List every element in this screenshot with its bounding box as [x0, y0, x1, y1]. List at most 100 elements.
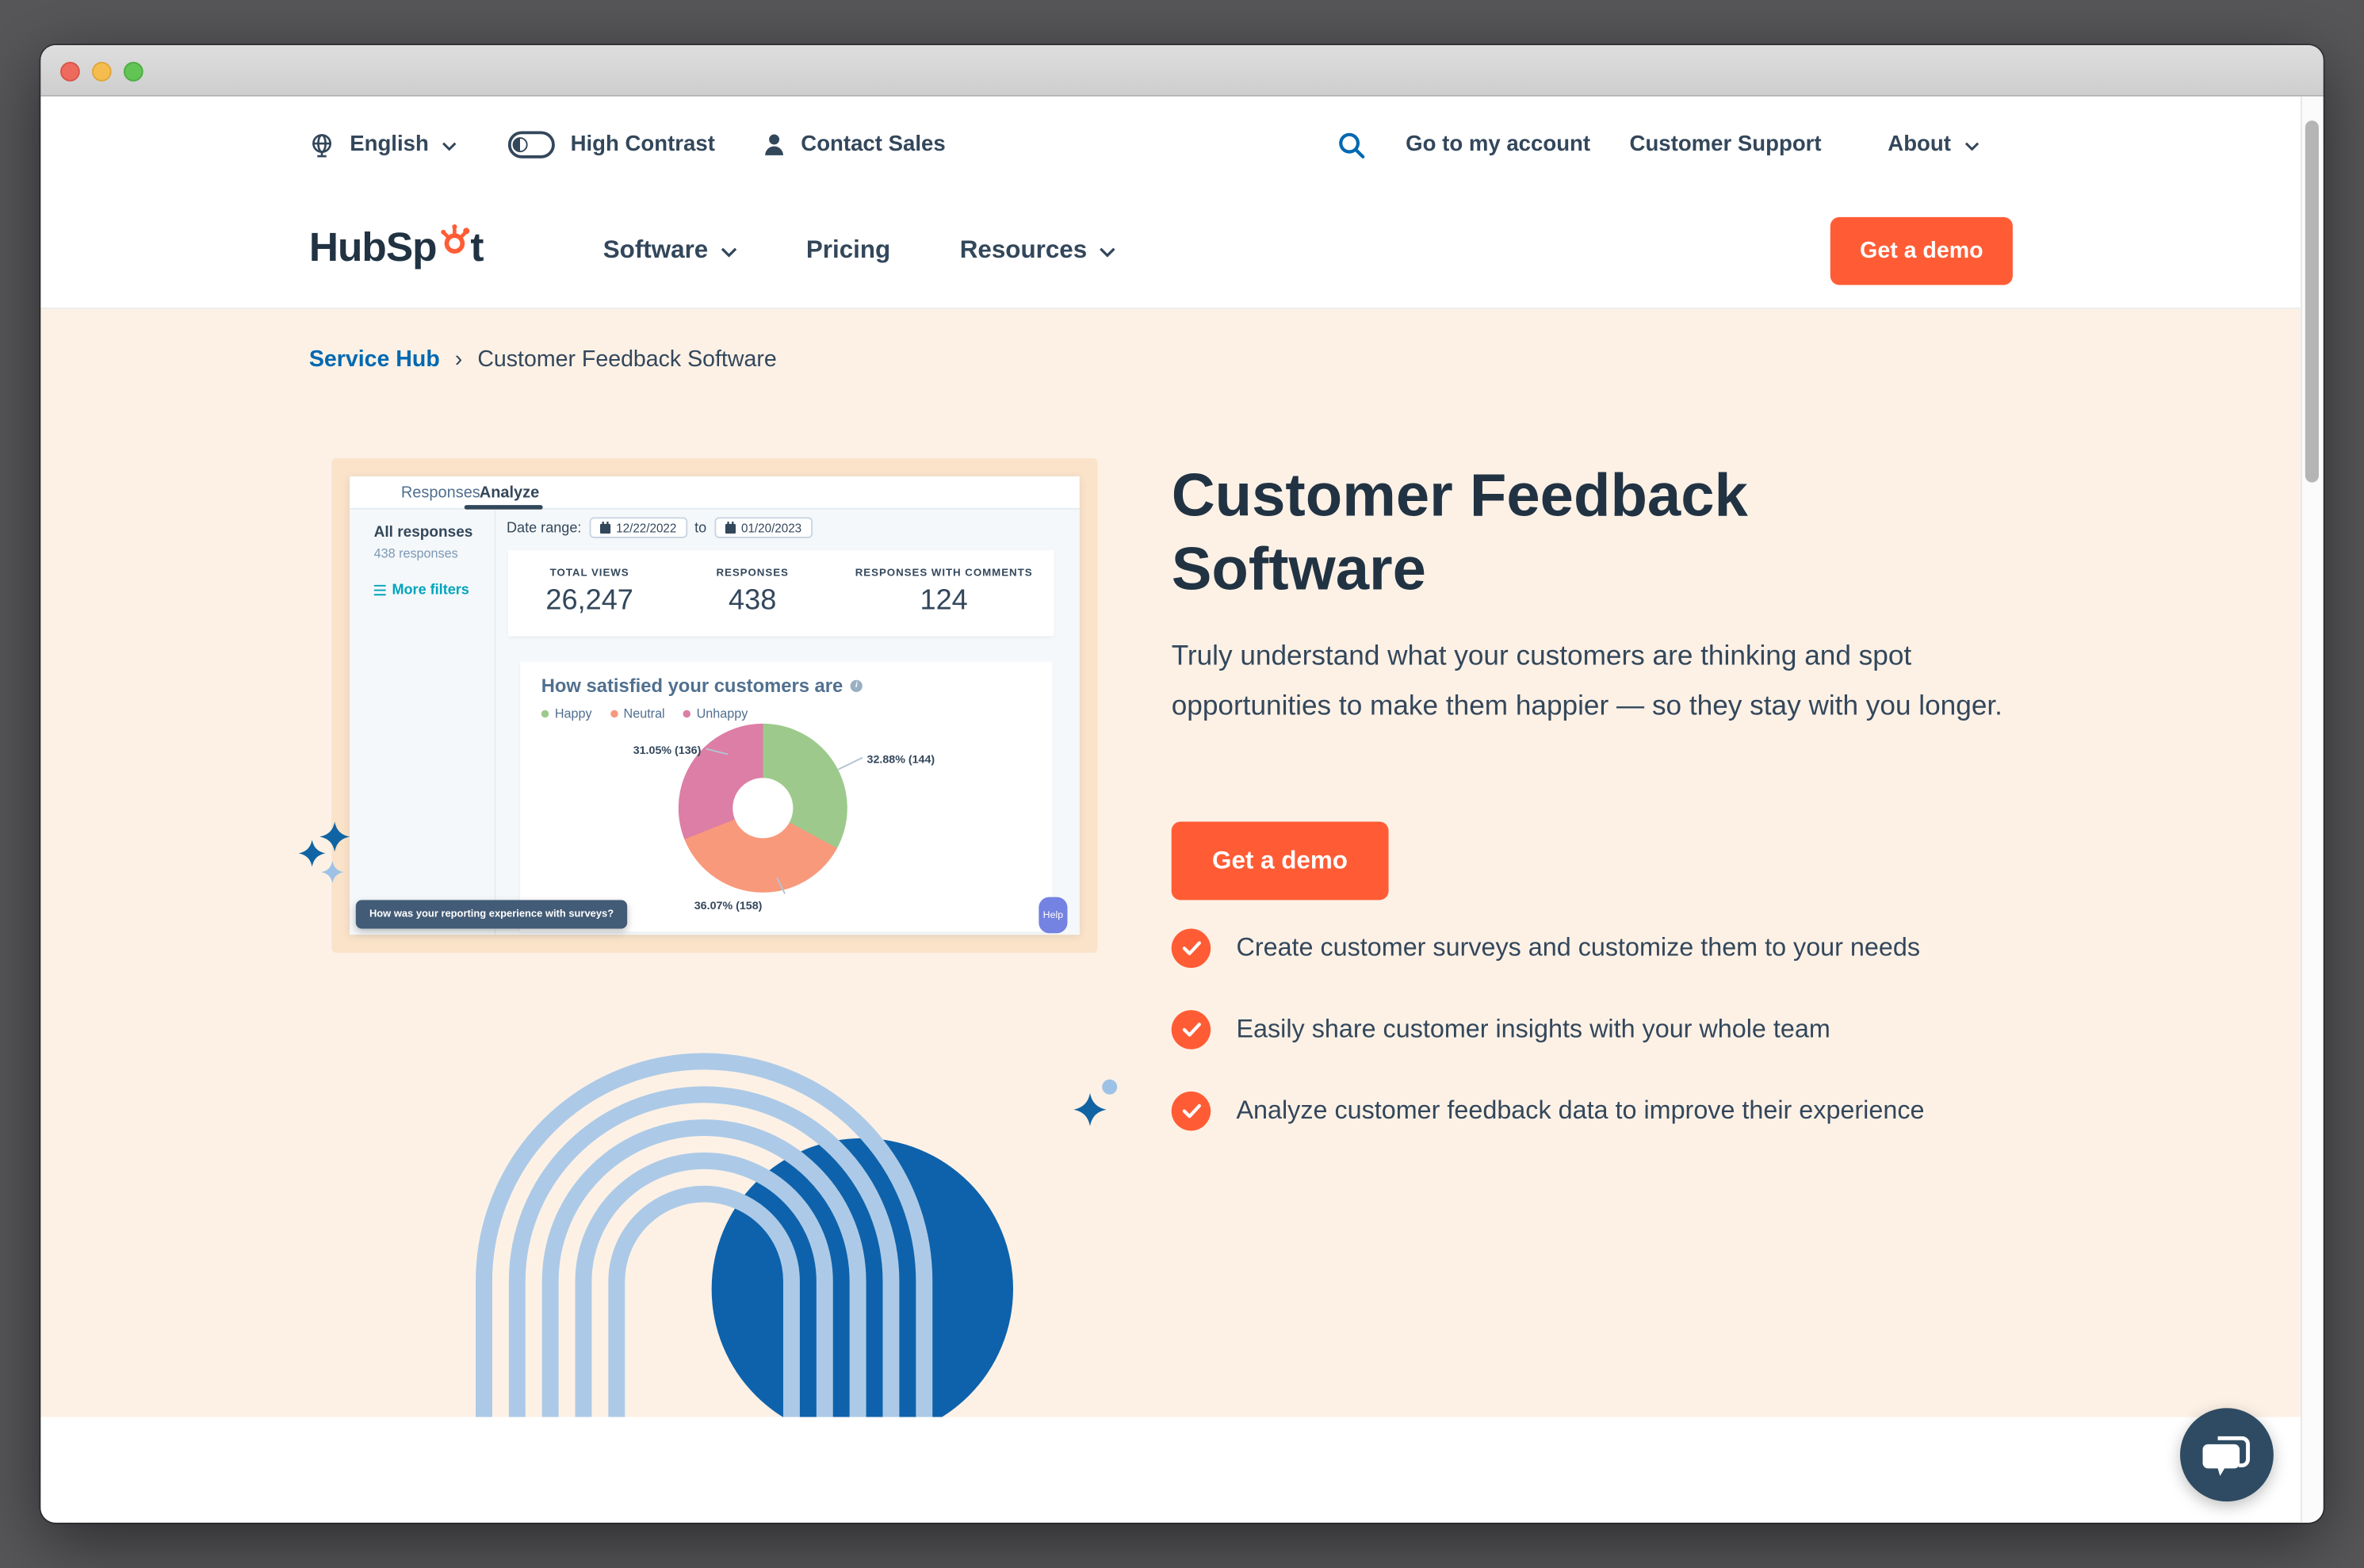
- nav-get-demo-button[interactable]: Get a demo: [1830, 216, 2013, 285]
- all-responses-label: All responses: [373, 524, 473, 541]
- about-label: About: [1888, 132, 1951, 157]
- account-link[interactable]: Go to my account: [1406, 132, 1590, 156]
- contact-sales-link[interactable]: Contact Sales: [801, 132, 945, 156]
- contact-sales-label: Contact Sales: [801, 132, 946, 157]
- nav-item-software[interactable]: Software: [603, 237, 737, 266]
- more-filters-label: More filters: [392, 582, 469, 599]
- nav-item-resources[interactable]: Resources: [960, 237, 1116, 266]
- hero-get-demo-button[interactable]: Get a demo: [1171, 821, 1389, 901]
- mockup-tab-responses[interactable]: Responses: [400, 484, 480, 503]
- about-menu[interactable]: About: [1888, 132, 1980, 157]
- scrollbar-track[interactable]: [2301, 96, 2324, 1523]
- legend-label: Unhappy: [696, 706, 748, 721]
- check-icon: [1171, 1091, 1211, 1131]
- mockup-tab-bar: Responses Analyze: [350, 476, 1080, 510]
- utility-left-group: English High Contrast Contact Sales: [309, 97, 946, 193]
- date-to-label: to: [694, 519, 707, 537]
- check-icon: [1171, 928, 1211, 968]
- minimize-window-button[interactable]: [92, 61, 112, 81]
- info-icon[interactable]: i: [850, 679, 863, 692]
- legend-dot-neutral: [610, 709, 618, 717]
- breadcrumb: Service Hub › Customer Feedback Software: [309, 346, 777, 372]
- chat-bubbles-icon: [2202, 1436, 2251, 1476]
- stat-total-views: TOTAL VIEWS 26,247: [508, 568, 671, 618]
- feature-bullets: Create customer surveys and customize th…: [1171, 928, 1925, 1131]
- satisfaction-chart-card: How satisfied your customers are i Happy: [520, 661, 1053, 932]
- search-icon[interactable]: [1338, 131, 1367, 159]
- date-end-input[interactable]: 01/20/2023: [713, 517, 813, 538]
- high-contrast-toggle[interactable]: [508, 131, 556, 159]
- legend-item-neutral: Neutral: [610, 706, 665, 721]
- chart-title: How satisfied your customers are i: [541, 675, 863, 697]
- logo-text-left: HubSp: [308, 224, 438, 270]
- filter-icon: [373, 584, 386, 596]
- customer-support-link[interactable]: Customer Support: [1630, 132, 1822, 156]
- dot-decoration: [1102, 1079, 1118, 1095]
- chat-widget-button[interactable]: [2179, 1408, 2274, 1502]
- sparkle-icon: [321, 860, 344, 884]
- stats-card: TOTAL VIEWS 26,247 RESPONSES 438 RESPONS…: [507, 550, 1054, 637]
- more-filters-link[interactable]: More filters: [373, 582, 495, 599]
- breadcrumb-service-hub-link[interactable]: Service Hub: [308, 346, 440, 373]
- utility-right-group: Go to my account Customer Support About: [1338, 97, 1980, 193]
- mockup-body: All responses 438 responses More filters…: [350, 509, 1080, 935]
- chevron-down-icon: [1964, 132, 1980, 156]
- legend-item-happy: Happy: [541, 706, 592, 721]
- slice-label-happy: 32.88% (144): [866, 751, 935, 767]
- hubspot-logo[interactable]: HubSp: [309, 223, 484, 271]
- calendar-icon: [599, 522, 610, 534]
- toggle-knob-icon: [513, 137, 529, 153]
- sparkle-icon: [298, 839, 326, 867]
- customer-support-label: Customer Support: [1629, 132, 1822, 157]
- date-start-value: 12/22/2022: [616, 521, 677, 535]
- chart-legend: Happy Neutral Unhappy: [541, 706, 748, 721]
- mockup-app-card: Responses Analyze All responses 438 resp…: [350, 476, 1080, 935]
- main-navbar: HubSp: [40, 193, 2324, 309]
- language-label: English: [350, 132, 429, 157]
- stat-value: 124: [920, 584, 968, 617]
- close-window-button[interactable]: [60, 61, 80, 81]
- mockup-main: Date range: 12/22/2022 to 01/20/2023: [496, 510, 1080, 935]
- bullet-text: Analyze customer feedback data to improv…: [1236, 1096, 1925, 1125]
- slice-label-unhappy: 31.05% (136): [633, 743, 702, 757]
- utility-bar: English High Contrast Contact Sales: [40, 96, 2324, 193]
- leader-line: [837, 756, 863, 771]
- stat-value: 26,247: [545, 584, 633, 617]
- chevron-down-icon: [720, 237, 736, 266]
- nav-software-label: Software: [602, 236, 709, 264]
- nav-pricing-label: Pricing: [805, 236, 891, 264]
- stat-responses-with-comments: RESPONSES WITH COMMENTS 124: [834, 568, 1054, 618]
- list-item: Easily share customer insights with your…: [1171, 1010, 1925, 1050]
- window-titlebar: [40, 45, 2324, 97]
- language-selector[interactable]: English: [350, 132, 457, 157]
- stat-label: TOTAL VIEWS: [549, 568, 629, 579]
- survey-question-tooltip: How was your reporting experience with s…: [355, 900, 628, 929]
- hubspot-sprocket-icon: [438, 223, 469, 258]
- sparkle-icon: [319, 821, 350, 852]
- help-button[interactable]: Help: [1039, 897, 1068, 934]
- bullet-text: Easily share customer insights with your…: [1236, 1014, 1830, 1044]
- bullet-text: Create customer surveys and customize th…: [1236, 933, 1921, 962]
- legend-dot-unhappy: [683, 709, 690, 717]
- hero-section: Service Hub › Customer Feedback Software: [40, 308, 2324, 1417]
- nav-resources-label: Resources: [959, 236, 1088, 264]
- globe-icon: [309, 132, 335, 157]
- slice-label-neutral: 36.07% (158): [694, 898, 763, 912]
- date-range-row: Date range: 12/22/2022 to 01/20/2023: [507, 517, 813, 538]
- person-icon: [763, 132, 786, 156]
- stat-value: 438: [729, 584, 777, 617]
- zoom-window-button[interactable]: [123, 61, 143, 81]
- calendar-icon: [725, 522, 736, 534]
- date-range-label: Date range:: [507, 519, 582, 537]
- below-fold-section: [40, 1417, 2324, 1523]
- date-end-value: 01/20/2023: [740, 521, 802, 535]
- mockup-tab-analyze[interactable]: Analyze: [479, 484, 540, 503]
- satisfaction-donut-chart: [678, 723, 847, 893]
- nav-item-pricing[interactable]: Pricing: [806, 237, 890, 266]
- date-start-input[interactable]: 12/22/2022: [588, 517, 687, 538]
- browser-window: English High Contrast Contact Sales: [40, 45, 2324, 1523]
- rainbow-circle-decoration: [476, 1053, 1013, 1417]
- scrollbar-thumb[interactable]: [2305, 120, 2319, 483]
- logo-text-right: t: [470, 224, 484, 270]
